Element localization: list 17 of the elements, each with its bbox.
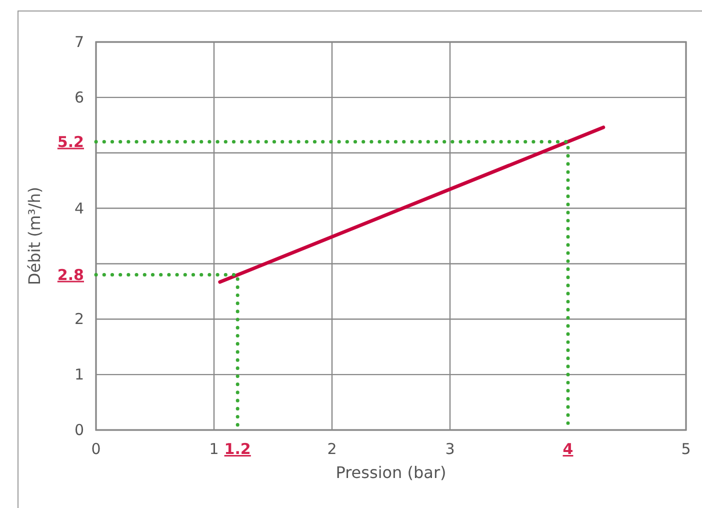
- y-axis-title: Débit (m³/h): [25, 186, 44, 286]
- x-tick-label: 4: [562, 440, 574, 458]
- x-tick-label: 0: [91, 440, 101, 458]
- y-tick-label: 7: [74, 33, 84, 51]
- y-tick-label: 4: [74, 199, 84, 218]
- x-tick-label: 2: [327, 440, 337, 458]
- x-tick-label: 3: [445, 440, 455, 458]
- y-tick-label: 2: [74, 310, 84, 328]
- x-tick-label: 1.2: [224, 440, 251, 458]
- x-tick-label: 1: [209, 440, 219, 458]
- y-tick-label: 2.8: [57, 266, 84, 284]
- x-axis-title: Pression (bar): [336, 463, 446, 482]
- y-tick-label: 5.2: [57, 132, 84, 151]
- y-tick-label: 1: [74, 366, 84, 384]
- y-tick-label: 0: [74, 421, 84, 439]
- x-tick-label: 5: [681, 440, 691, 458]
- y-tick-label: 6: [74, 88, 84, 106]
